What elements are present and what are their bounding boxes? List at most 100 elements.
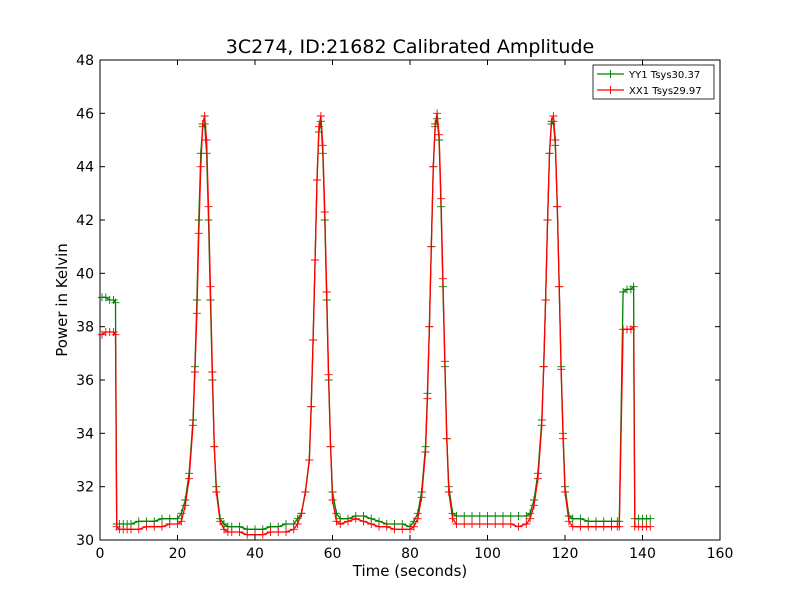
- data-point: [210, 442, 219, 451]
- data-point: [336, 520, 345, 528]
- data-point: [491, 512, 500, 520]
- data-point: [629, 322, 638, 331]
- data-point: [375, 522, 383, 531]
- x-axis-title: Time (seconds): [352, 562, 468, 580]
- legend-entry-yy1: YY1 Tsys30.37: [597, 70, 700, 81]
- data-point: [351, 514, 360, 523]
- y-tick-label: 36: [76, 373, 94, 389]
- data-point: [522, 520, 531, 528]
- x-tick-label: 20: [169, 546, 187, 562]
- data-point: [359, 517, 368, 526]
- data-point: [646, 514, 655, 523]
- chart-title: 3C274, ID:21682 Calibrated Amplitude: [226, 36, 594, 58]
- data-point: [266, 528, 275, 536]
- data-point: [142, 522, 151, 531]
- data-point: [549, 112, 558, 120]
- data-point: [282, 528, 290, 536]
- y-tick-label: 40: [76, 266, 94, 282]
- data-point: [646, 522, 655, 531]
- data-point: [576, 514, 585, 523]
- data-point: [150, 522, 159, 531]
- data-point: [177, 517, 186, 526]
- data-point: [452, 520, 461, 528]
- data-point: [551, 136, 560, 144]
- legend-label-xx1: XX1 Tsys29.97: [629, 86, 702, 97]
- data-point: [448, 514, 457, 523]
- data-point: [111, 298, 120, 307]
- data-point: [200, 112, 209, 120]
- data-point: [328, 496, 337, 504]
- data-point: [409, 522, 418, 531]
- data-point: [437, 194, 445, 203]
- y-tick-label: 44: [76, 160, 94, 176]
- data-point: [435, 130, 444, 139]
- data-point: [533, 474, 542, 483]
- data-point: [545, 149, 554, 158]
- data-point: [196, 162, 205, 171]
- data-point: [318, 141, 327, 150]
- data-point: [615, 522, 624, 531]
- data-point: [243, 530, 252, 539]
- data-point: [541, 296, 550, 304]
- x-tick-label: 60: [324, 546, 342, 562]
- data-point: [274, 528, 283, 536]
- data-point: [592, 522, 600, 531]
- data-point: [202, 136, 211, 144]
- data-point: [539, 362, 548, 371]
- data-point: [568, 522, 577, 531]
- data-point: [444, 488, 453, 496]
- x-axis: 0 20 40 60 80 100 120 140 160: [96, 60, 734, 562]
- data-point: [198, 120, 207, 128]
- data-point: [301, 488, 310, 496]
- data-point: [491, 520, 500, 528]
- data-point: [547, 117, 556, 126]
- data-point: [189, 421, 197, 430]
- y-axis-title: Power in Kelvin: [53, 243, 71, 357]
- data-point: [190, 368, 199, 376]
- data-point: [227, 528, 236, 536]
- data-point: [314, 122, 323, 131]
- data-point: [543, 216, 552, 224]
- series-markers: [97, 109, 655, 539]
- y-tick-label: 46: [76, 106, 94, 122]
- x-tick-label: 140: [629, 546, 656, 562]
- series-markers: [97, 114, 655, 534]
- legend-entry-xx1: XX1 Tsys29.97: [597, 86, 702, 97]
- data-point: [111, 330, 120, 339]
- data-point: [313, 176, 321, 184]
- x-tick-label: 160: [707, 546, 734, 562]
- series-xx1: [97, 109, 655, 539]
- data-point: [599, 522, 608, 531]
- series-yy1: [97, 114, 655, 534]
- data-point: [442, 434, 451, 443]
- data-point: [576, 522, 585, 531]
- data-point: [584, 522, 593, 531]
- data-point: [555, 282, 564, 291]
- data-point: [553, 202, 562, 211]
- data-point: [460, 520, 469, 528]
- data-point: [332, 509, 341, 518]
- data-point: [367, 520, 376, 528]
- series-layer: [97, 109, 655, 539]
- data-point: [475, 512, 484, 520]
- data-point: [282, 520, 290, 528]
- data-point: [212, 488, 221, 496]
- data-point: [289, 525, 298, 534]
- y-tick-label: 32: [76, 480, 94, 496]
- legend-marker: [606, 86, 615, 94]
- data-point: [320, 208, 329, 216]
- data-point: [382, 522, 391, 531]
- x-tick-label: 40: [246, 546, 264, 562]
- data-point: [322, 288, 331, 296]
- data-point: [468, 520, 476, 528]
- data-point: [413, 514, 422, 523]
- data-point: [564, 517, 573, 526]
- data-point: [307, 402, 316, 411]
- data-point: [561, 488, 569, 496]
- data-point: [134, 525, 143, 534]
- data-point: [417, 493, 426, 502]
- y-tick-label: 42: [76, 213, 94, 229]
- data-point: [431, 120, 440, 128]
- data-point: [390, 525, 399, 534]
